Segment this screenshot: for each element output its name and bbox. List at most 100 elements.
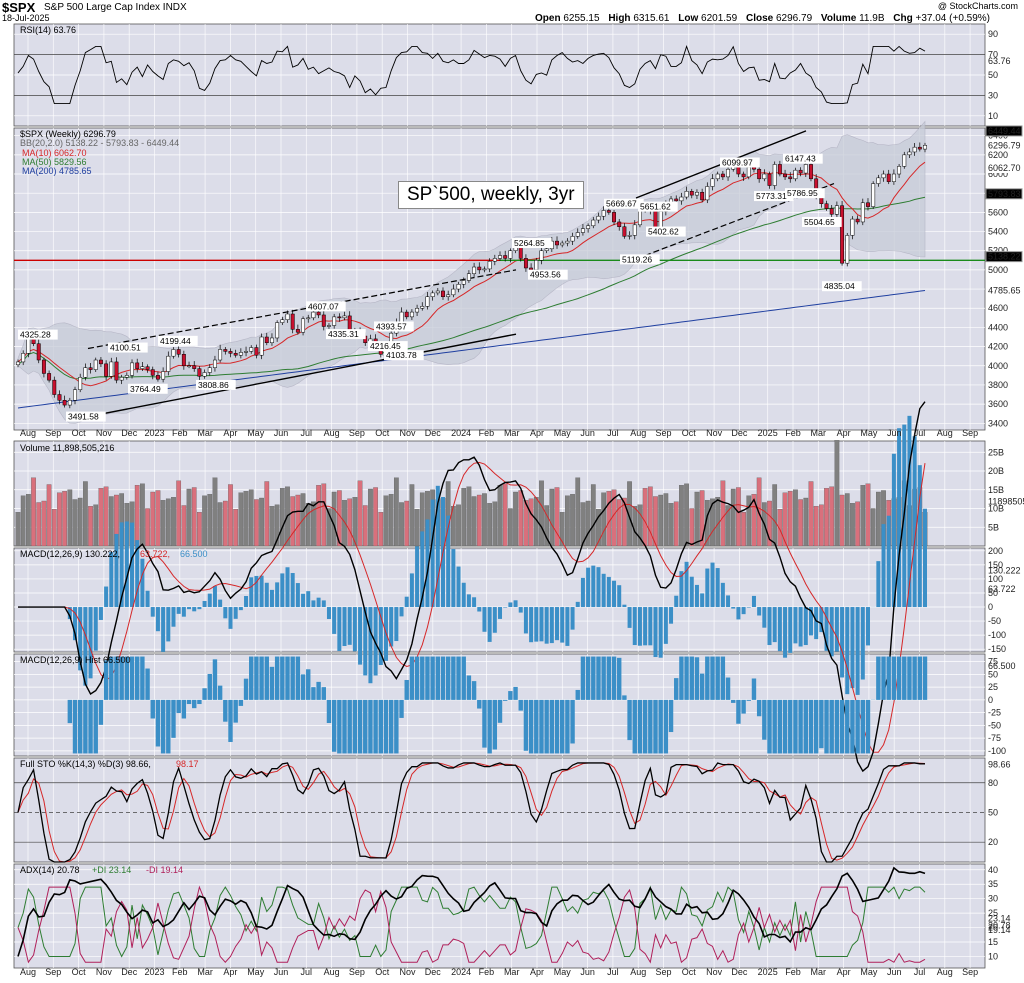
macd-hist-bar — [316, 597, 321, 608]
price-right-tag — [986, 163, 1022, 174]
macd-hist-bar — [228, 607, 233, 629]
macd-hist-bar — [648, 607, 653, 646]
macd-tick: -50 — [988, 616, 1001, 626]
candle — [570, 236, 575, 242]
x-tick-top: Apr — [837, 428, 851, 438]
index-name: S&P 500 Large Cap Index INDX — [44, 2, 187, 13]
volume-bar — [808, 481, 814, 547]
macd-hist-bar — [264, 582, 269, 608]
macd-hist-bar — [404, 596, 409, 608]
hist-bar — [902, 656, 907, 700]
macd-hist-bar — [73, 607, 78, 641]
macd-title: MACD(12,26,9) 130.222, — [20, 549, 120, 559]
macd-hist-bar — [881, 524, 886, 608]
macd-tick: 200 — [988, 546, 1003, 556]
x-tick-top: Oct — [682, 428, 697, 438]
hist-bar — [632, 699, 637, 754]
candle — [93, 359, 98, 370]
candle — [456, 284, 461, 290]
volume-bar — [248, 489, 254, 547]
high-label: High — [608, 13, 631, 24]
hist-bar — [917, 656, 923, 700]
macd-hist-bar — [135, 540, 140, 608]
x-tick-top: Jun — [274, 428, 289, 438]
candle — [202, 372, 207, 377]
x-tick-top: Oct — [72, 428, 87, 438]
macd-hist-bar — [860, 607, 865, 680]
macd-hist-bar — [736, 607, 741, 620]
hist-bar — [124, 656, 130, 700]
hist-bar — [482, 699, 487, 748]
hist-bar — [176, 699, 181, 714]
hist-bar — [751, 678, 757, 700]
x-tick-top: Oct — [375, 428, 390, 438]
trendline-upper — [87, 269, 517, 350]
x-tick-top: Sep — [962, 428, 978, 438]
macd-hist-bar — [98, 607, 103, 620]
volume-bar — [710, 498, 715, 547]
macd-hist-bar — [145, 590, 150, 608]
volume-bar — [736, 487, 741, 547]
volume-bar — [186, 488, 192, 547]
x-tick-bottom: 2025 — [758, 967, 778, 977]
candle — [311, 311, 316, 319]
candle — [498, 255, 502, 259]
volume-bar — [544, 505, 550, 547]
hist-bar — [342, 699, 347, 754]
candle — [860, 202, 865, 223]
price-tick: 5000 — [988, 265, 1008, 275]
macd-hist-bar — [130, 522, 135, 608]
hist-bar — [617, 657, 622, 700]
volume-bar — [730, 488, 736, 547]
macd-hist-bar — [233, 607, 238, 619]
hist-bar — [767, 699, 772, 754]
x-tick-bottom: Mar — [504, 967, 520, 977]
hist-bar — [186, 699, 192, 705]
x-tick-top: Sep — [45, 428, 61, 438]
adx-line — [17, 866, 926, 957]
hist-tick: 0 — [988, 695, 993, 705]
candle — [78, 377, 83, 390]
hist-tick: -25 — [988, 708, 1001, 718]
volume-bar — [829, 486, 835, 547]
hist-bar — [731, 699, 736, 703]
x-tick-bottom: Jul — [301, 967, 313, 977]
candle — [720, 173, 725, 178]
macd-hist-bar — [767, 607, 772, 646]
hist-bar — [316, 681, 321, 700]
volume-bar — [67, 489, 73, 547]
macd-hist-bar — [207, 593, 212, 608]
hist-bar — [699, 673, 705, 700]
x-tick-top: Apr — [223, 428, 237, 438]
candle — [539, 250, 544, 261]
candle — [119, 377, 124, 381]
x-tick-top: 2024 — [451, 428, 471, 438]
hist-bar — [160, 699, 166, 754]
hist-bar — [373, 699, 378, 754]
macd-hist-bar — [466, 594, 471, 608]
candle — [233, 353, 238, 356]
macd-hist-title: 66.500 — [180, 549, 208, 559]
volume-bar — [15, 512, 21, 547]
candle — [342, 315, 347, 319]
macd-hist-bar — [461, 582, 466, 608]
candle — [503, 255, 508, 259]
candle — [482, 268, 487, 271]
volume-bar — [876, 491, 881, 547]
macd-hist-bar — [342, 607, 347, 647]
volume-bar — [290, 496, 296, 547]
x-tick-top: Apr — [530, 428, 544, 438]
macd-hist-bar — [643, 607, 648, 646]
chg-label: Chg — [893, 13, 913, 24]
macd-hist-bar — [347, 607, 352, 645]
volume-bar — [26, 494, 31, 547]
adx-title: ADX(14) 20.78 — [20, 865, 80, 875]
x-tick-top: Dec — [425, 428, 442, 438]
macd-hist-bar — [109, 552, 114, 608]
candle — [612, 212, 616, 223]
hist-bar — [855, 699, 860, 754]
volume-bar — [134, 485, 140, 547]
hist-tick: 25 — [988, 682, 998, 692]
macd-hist-bar — [254, 575, 259, 608]
price-annotation: 4953.56 — [530, 270, 561, 280]
